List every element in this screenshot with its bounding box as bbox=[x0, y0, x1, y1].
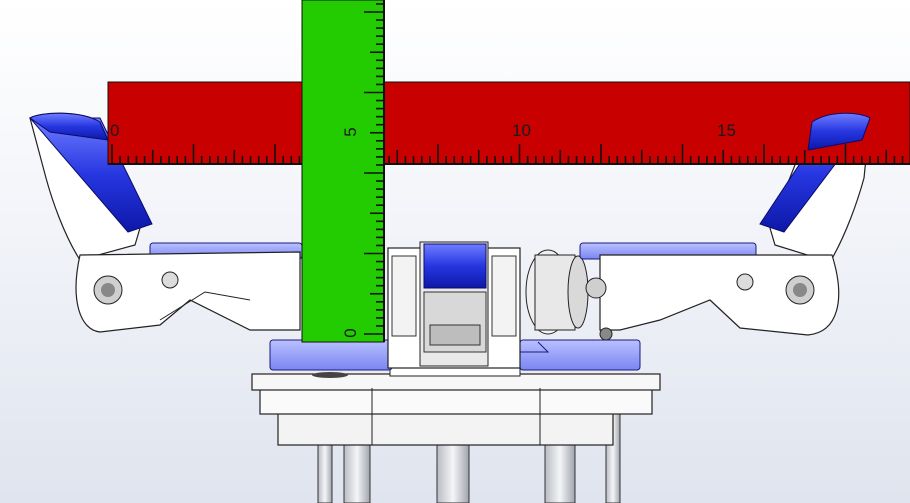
vertical-ruler-label-5: 5 bbox=[341, 127, 360, 136]
center-servo-block bbox=[387, 241, 521, 369]
horizontal-ruler-ticks bbox=[108, 144, 910, 165]
fingertip-pads bbox=[29, 112, 871, 151]
vertical-ruler[interactable]: 5 0 bbox=[301, 0, 385, 343]
horizontal-ruler-label-10: 10 bbox=[512, 121, 531, 140]
horizontal-ruler-label-0: 0 bbox=[110, 121, 119, 140]
horizontal-ruler-label-15: 15 bbox=[717, 121, 736, 140]
base-plate bbox=[251, 361, 661, 446]
blue-mount-plates bbox=[269, 339, 641, 371]
vertical-ruler-label-0: 0 bbox=[341, 328, 360, 337]
support-posts bbox=[317, 409, 621, 503]
left-gripper-arm bbox=[28, 112, 303, 333]
right-rotary-joint bbox=[525, 249, 589, 335]
horizontal-ruler[interactable]: 0 10 15 bbox=[107, 81, 910, 165]
vertical-ruler-ticks bbox=[364, 0, 385, 342]
